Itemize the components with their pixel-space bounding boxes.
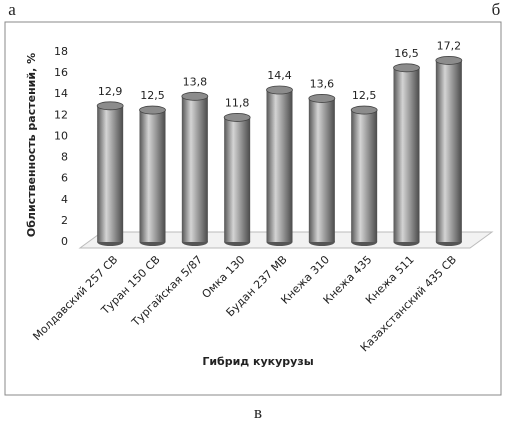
value-label: 14,4	[267, 69, 292, 82]
y-tick-label: 8	[61, 151, 68, 164]
bar-top	[96, 101, 124, 111]
bar	[139, 110, 166, 242]
value-label: 17,2	[437, 39, 462, 52]
bar	[435, 60, 462, 242]
y-tick-label: 2	[61, 214, 68, 227]
chart-frame	[4, 21, 502, 396]
y-tick-label: 12	[54, 108, 68, 121]
value-label: 13,8	[183, 75, 208, 88]
y-tick-label: 10	[54, 129, 68, 142]
bar-top	[223, 113, 251, 122]
bar	[351, 110, 378, 242]
y-tick-label: 14	[54, 87, 68, 100]
bar-top	[139, 105, 166, 115]
bar	[181, 96, 208, 242]
y-tick-label: 4	[61, 193, 68, 206]
bar	[308, 98, 335, 242]
y-tick-label: 16	[54, 66, 68, 79]
bar-top	[181, 91, 209, 101]
bar	[266, 90, 293, 242]
value-label: 11,8	[225, 96, 250, 109]
bar	[393, 67, 420, 242]
corner-label: б	[492, 0, 501, 19]
bar	[97, 105, 124, 242]
y-axis-title: Облиственность растений, %	[25, 53, 38, 237]
value-label: 12,9	[98, 85, 123, 98]
bar-top	[350, 105, 378, 115]
bar-top	[435, 56, 463, 65]
value-label: 12,5	[140, 89, 165, 102]
bar-top	[266, 85, 293, 95]
y-tick-label: 6	[61, 172, 68, 185]
corner-label: а	[8, 0, 16, 19]
y-tick-label: 0	[61, 235, 68, 248]
bar	[224, 117, 251, 242]
x-axis-title: Гибрид кукурузы	[202, 355, 313, 368]
y-tick-label: 18	[54, 45, 68, 58]
value-label: 16,5	[394, 47, 419, 60]
value-label: 12,5	[352, 89, 377, 102]
bar-top	[308, 94, 336, 103]
bar-top	[393, 63, 420, 73]
bottom-label: в	[254, 403, 262, 422]
value-label: 13,6	[310, 77, 335, 90]
